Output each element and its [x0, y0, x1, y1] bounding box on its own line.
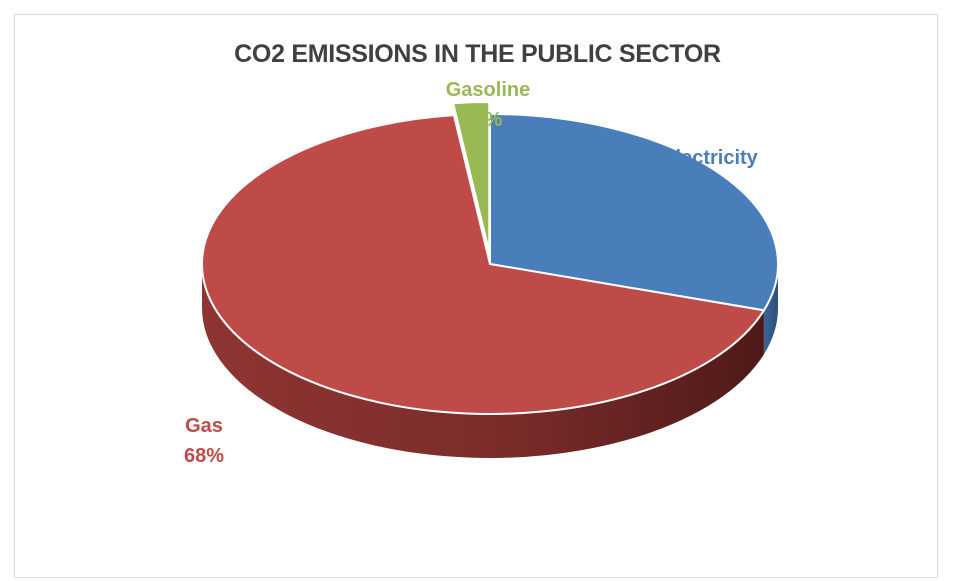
pie-slice-gasoline — [451, 101, 491, 253]
chart-title: CO2 EMISSIONS IN THE PUBLIC SECTOR — [234, 40, 721, 68]
pie-side-gas — [201, 264, 764, 459]
pie-slice-electricity — [489, 112, 779, 312]
pie-side-electricity — [763, 264, 778, 355]
data-label-gas: Gas 68% — [184, 415, 224, 467]
data-label-electricity: Electricity 30% — [662, 147, 758, 199]
data-label-gasoline: Gasoline 2% — [446, 79, 530, 131]
pie-slice-gas — [201, 114, 766, 415]
